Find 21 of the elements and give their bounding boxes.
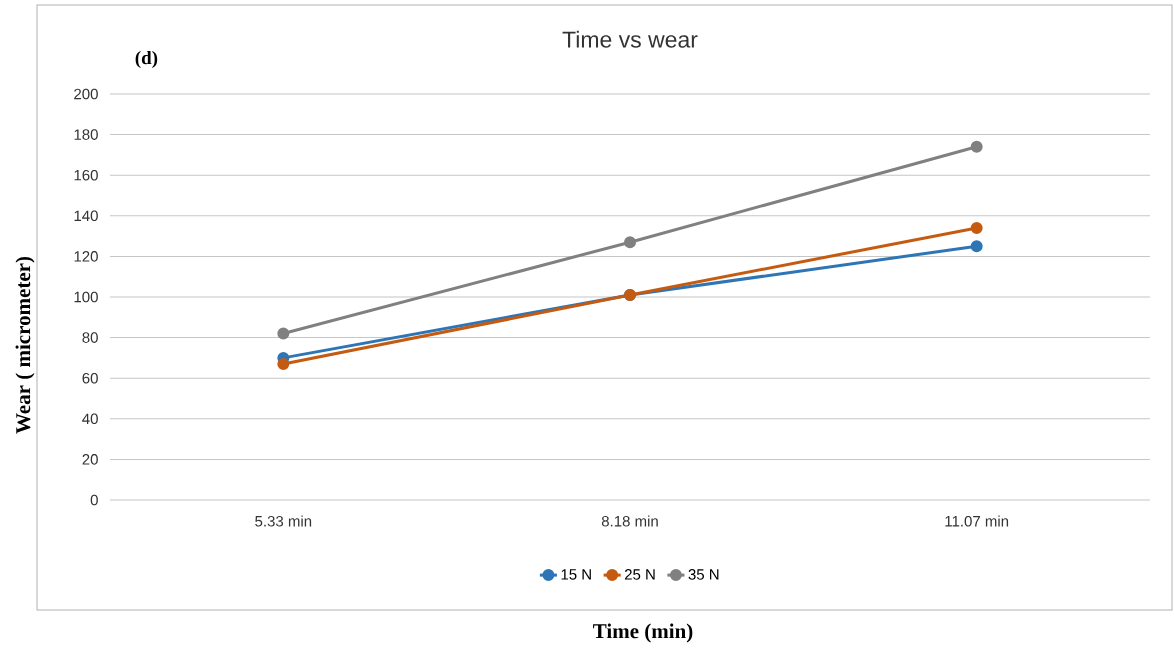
legend-label: 15 N (561, 569, 591, 580)
y-tick-label: 80 (82, 332, 98, 343)
y-tick-label: 100 (74, 291, 98, 303)
y-tick-label: 120 (74, 251, 98, 262)
y-tick-label: 140 (74, 210, 98, 222)
y-tick-label: 60 (82, 372, 98, 384)
x-tick-label: 5.33 min (255, 515, 312, 527)
legend-label: 25 N (624, 569, 655, 580)
y-tick-label: 180 (74, 129, 98, 140)
x-axis-title: Time (min) (593, 623, 693, 643)
legend-label: 35 N (688, 569, 719, 580)
y-tick-label: 40 (82, 413, 98, 425)
y-axis-title: Wear ( micrometer) (15, 256, 35, 434)
y-tick-label: 160 (74, 169, 98, 181)
y-tick-label: 20 (82, 454, 98, 465)
x-tick-label: 8.18 min (601, 515, 658, 527)
x-tick-label: 11.07 min (945, 515, 1009, 527)
y-tick-label: 200 (74, 88, 98, 100)
chart-title: Time vs wear (562, 30, 698, 48)
y-tick-label: 0 (90, 494, 98, 506)
text: (d) (135, 50, 158, 69)
